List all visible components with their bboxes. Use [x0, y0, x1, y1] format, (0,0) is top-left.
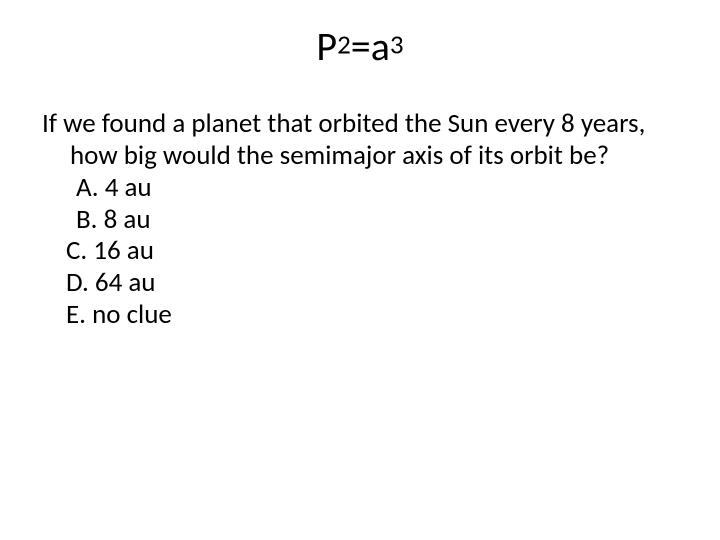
title-p-exp: 2	[337, 29, 351, 62]
option-e: E. no clue	[42, 299, 682, 331]
title-a-base: a	[371, 22, 390, 71]
option-b: B. 8 au	[42, 204, 682, 236]
title-eq: =	[351, 22, 371, 71]
title-a-exp: 3	[390, 29, 404, 62]
slide-title: P2 = a3	[0, 22, 720, 71]
option-a: A. 4 au	[42, 172, 682, 204]
question-line-1: If we found a planet that orbited the Su…	[42, 108, 682, 140]
option-d: D. 64 au	[42, 267, 682, 299]
options-list: A. 4 au B. 8 au C. 16 au D. 64 au E. no …	[42, 172, 682, 331]
question-text: If we found a planet that orbited the Su…	[42, 108, 682, 172]
option-c: C. 16 au	[42, 235, 682, 267]
title-p-base: P	[316, 22, 337, 71]
slide-body: If we found a planet that orbited the Su…	[42, 108, 682, 331]
question-line-2: how big would the semimajor axis of its …	[42, 140, 682, 172]
